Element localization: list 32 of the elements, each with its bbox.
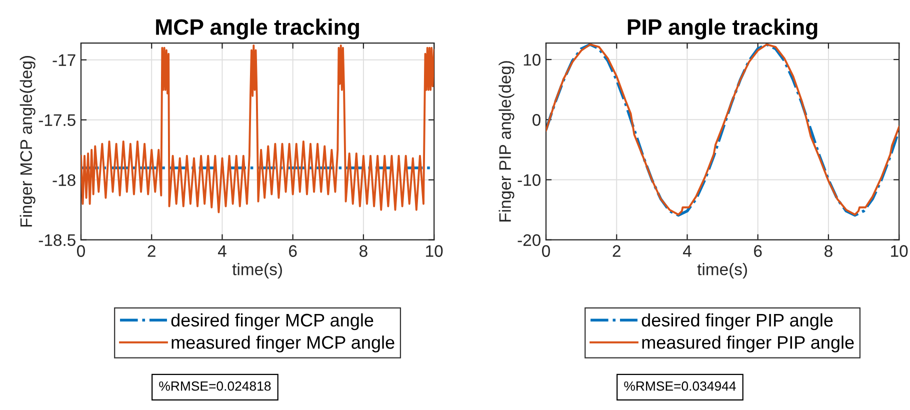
legend-label: desired finger PIP angle: [642, 313, 833, 330]
legend-label: measured finger MCP angle: [172, 336, 394, 352]
y-axis-title: Finger MCP angle(deg): [20, 56, 36, 227]
x-tick-label: 4: [682, 245, 692, 257]
text: %RMSE=0.034944: [624, 381, 736, 391]
text: %RMSE=0.024818: [159, 381, 271, 391]
y-tick-label: -17: [52, 54, 76, 66]
x-tick-label: 2: [612, 245, 620, 257]
y-tick-label: 10: [524, 54, 540, 66]
x-tick-label: 8: [824, 245, 832, 257]
y-tick-label: -18: [52, 174, 76, 186]
x-tick-label: 6: [754, 245, 762, 257]
x-tick-label: 0: [77, 245, 85, 257]
legend-label: measured finger PIP angle: [642, 336, 854, 352]
y-tick-label: -10: [518, 174, 540, 186]
chart-title: MCP angle tracking: [156, 18, 359, 40]
x-tick-label: 8: [360, 245, 368, 257]
legend-label: desired finger MCP angle: [171, 313, 374, 330]
x-tick-label: 2: [148, 245, 156, 257]
x-tick-label: 0: [542, 245, 550, 257]
y-tick-label: 0: [532, 114, 540, 126]
chart-title: PIP angle tracking: [628, 18, 818, 40]
y-tick-label: -18.5: [38, 234, 76, 246]
x-tick-label: 4: [218, 245, 226, 257]
x-axis-title: time(s): [232, 263, 282, 279]
y-axis-title: Finger PIP angle(deg): [498, 61, 514, 222]
x-tick-label: 6: [289, 245, 297, 257]
y-tick-label: -20: [518, 234, 540, 246]
y-tick-label: -17.5: [38, 114, 76, 126]
x-axis-title: time(s): [697, 263, 747, 279]
x-tick-label: 10: [426, 245, 443, 257]
x-tick-label: 10: [891, 245, 908, 257]
